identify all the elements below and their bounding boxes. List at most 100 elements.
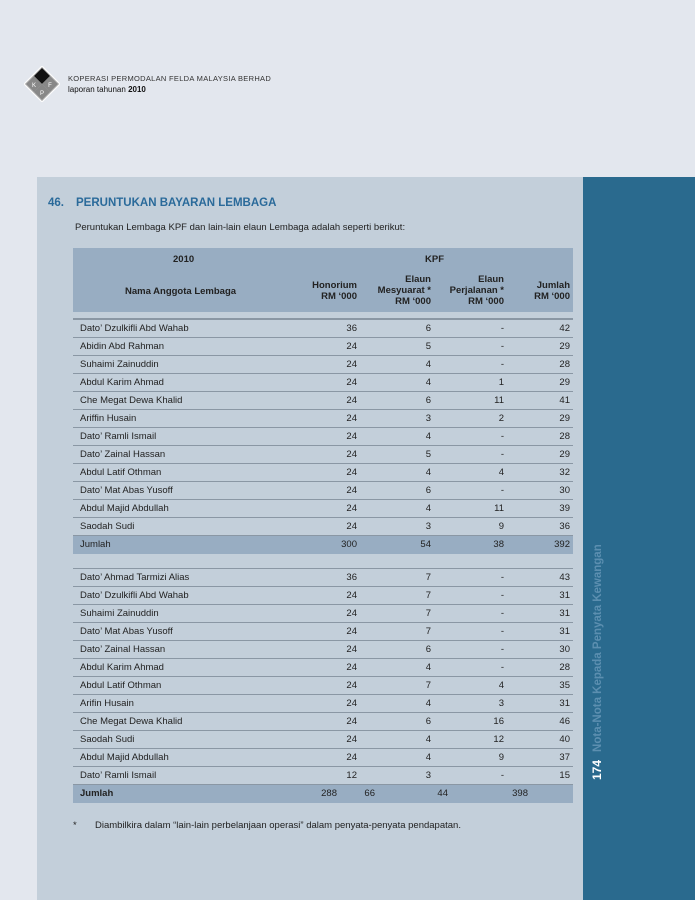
table-row: Dato’ Zainal Hassan 24 5 - 29 xyxy=(73,446,573,464)
cell-value: 7 xyxy=(425,680,431,691)
cell-value: 24 xyxy=(346,503,357,514)
cell-value: 288 xyxy=(321,788,337,799)
cell-value: 9 xyxy=(498,752,504,763)
cell-value: 24 xyxy=(346,395,357,406)
table-row: Che Megat Dewa Khalid 24 6 16 46 xyxy=(73,713,573,731)
cell-value: 29 xyxy=(559,449,570,460)
cell-value: 41 xyxy=(559,395,570,406)
col-name-header: Nama Anggota Lembaga xyxy=(125,286,237,297)
cell-value: 31 xyxy=(559,608,570,619)
cell-value: 4 xyxy=(498,467,504,478)
cell-value: 24 xyxy=(346,716,357,727)
member-name: Dato’ Mat Abas Yusoff xyxy=(80,626,173,637)
cell-value: 40 xyxy=(559,734,570,745)
cell-value: 392 xyxy=(554,539,570,550)
member-name: Dato’ Mat Abas Yusoff xyxy=(80,485,173,496)
cell-value: - xyxy=(500,323,504,334)
table-row: Saodah Sudi 24 4 12 40 xyxy=(73,731,573,749)
col-honorium-header: Honorium RM ‘000 xyxy=(312,280,357,302)
cell-value: 3 xyxy=(425,770,431,781)
member-name: Saodah Sudi xyxy=(80,521,135,532)
table-header: 2010 KPF Nama Anggota Lembaga Honorium RM… xyxy=(73,248,573,312)
table-row: Saodah Sudi 24 3 9 36 xyxy=(73,518,573,536)
group-header: KPF xyxy=(425,254,444,265)
cell-value: 30 xyxy=(559,485,570,496)
total-row: Jumlah 288 66 44 398 xyxy=(73,785,573,803)
cell-value: 37 xyxy=(559,752,570,763)
table-row: Abdul Majid Abdullah 24 4 11 39 xyxy=(73,500,573,518)
cell-value: 12 xyxy=(346,770,357,781)
table-row: Dato’ Ramli Ismail 12 3 - 15 xyxy=(73,767,573,785)
cell-value: 42 xyxy=(559,323,570,334)
cell-value: 11 xyxy=(494,503,504,514)
cell-value: 5 xyxy=(425,341,431,352)
member-name: Dato’ Ahmad Tarmizi Alias xyxy=(80,572,190,583)
cell-value: 4 xyxy=(425,467,431,478)
table-row: Suhaimi Zainuddin 24 4 - 28 xyxy=(73,356,573,374)
member-name: Abdul Majid Abdullah xyxy=(80,503,169,514)
cell-value: 38 xyxy=(493,539,504,550)
table-row: Dato’ Mat Abas Yusoff 24 6 - 30 xyxy=(73,482,573,500)
table-row: Dato’ Dzulkifli Abd Wahab 24 7 - 31 xyxy=(73,587,573,605)
cell-value: 24 xyxy=(346,467,357,478)
member-name: Saodah Sudi xyxy=(80,734,135,745)
cell-value: 24 xyxy=(346,698,357,709)
cell-value: 5 xyxy=(425,449,431,460)
table-row: Dato’ Zainal Hassan 24 6 - 30 xyxy=(73,641,573,659)
member-name: Arifin Husain xyxy=(80,698,134,709)
cell-value: 4 xyxy=(425,431,431,442)
organization-name: KOPERASI PERMODALAN FELDA MALAYSIA BERHA… xyxy=(68,74,272,83)
footnote: * Diambilkira dalam “lain-lain perbelanja… xyxy=(73,820,461,831)
cell-value: - xyxy=(500,359,504,370)
cell-value: - xyxy=(500,341,504,352)
cell-value: - xyxy=(500,590,504,601)
report-title: laporan tahunan 2010 xyxy=(68,85,146,94)
cell-value: 28 xyxy=(559,662,570,673)
table-row: Suhaimi Zainuddin 24 7 - 31 xyxy=(73,605,573,623)
cell-value: 24 xyxy=(346,608,357,619)
cell-value: 2 xyxy=(498,413,504,424)
cell-value: 4 xyxy=(425,698,431,709)
cell-value: 6 xyxy=(425,485,431,496)
cell-value: 7 xyxy=(425,590,431,601)
cell-value: 24 xyxy=(346,626,357,637)
cell-value: 29 xyxy=(559,413,570,424)
cell-value: - xyxy=(500,644,504,655)
cell-value: - xyxy=(500,431,504,442)
member-name: Abdul Latif Othman xyxy=(80,467,162,478)
cell-value: - xyxy=(500,572,504,583)
divider xyxy=(73,318,573,320)
svg-text:K: K xyxy=(32,83,36,89)
member-name: Abdul Majid Abdullah xyxy=(80,752,169,763)
cell-value: 30 xyxy=(559,644,570,655)
cell-value: 24 xyxy=(346,521,357,532)
cell-value: 24 xyxy=(346,752,357,763)
cell-value: - xyxy=(500,626,504,637)
divider xyxy=(73,568,573,569)
member-name: Dato’ Ramli Ismail xyxy=(80,431,157,442)
cell-value: 31 xyxy=(559,698,570,709)
member-name: Suhaimi Zainuddin xyxy=(80,359,159,370)
cell-value: 24 xyxy=(346,341,357,352)
cell-value: 4 xyxy=(498,680,504,691)
cell-value: 24 xyxy=(346,359,357,370)
table-2009: Dato’ Ahmad Tarmizi Alias 36 7-43 Dato’ Dzu… xyxy=(73,569,573,803)
cell-value: 29 xyxy=(559,341,570,352)
cell-value: 7 xyxy=(425,608,431,619)
col-perjalanan-header: Elaun Perjalanan * RM ‘000 xyxy=(449,274,504,307)
cell-value: 24 xyxy=(346,644,357,655)
cell-value: 24 xyxy=(346,431,357,442)
table-row: Dato’ Ramli Ismail 24 4 - 28 xyxy=(73,428,573,446)
cell-value: 24 xyxy=(346,590,357,601)
cell-value: 7 xyxy=(425,572,431,583)
section-intro: Peruntukan Lembaga KPF dan lain-lain ela… xyxy=(75,222,406,233)
cell-value: 35 xyxy=(559,680,570,691)
cell-value: 16 xyxy=(493,716,504,727)
cell-value: 1 xyxy=(498,377,504,388)
cell-value: 28 xyxy=(559,431,570,442)
table-row: Abdul Latif Othman 24 4 4 32 xyxy=(73,464,573,482)
table-row: Dato’ Mat Abas Yusoff 24 7 - 31 xyxy=(73,623,573,641)
cell-value: 398 xyxy=(512,788,528,799)
member-name: Che Megat Dewa Khalid xyxy=(80,395,183,406)
cell-value: 36 xyxy=(559,521,570,532)
